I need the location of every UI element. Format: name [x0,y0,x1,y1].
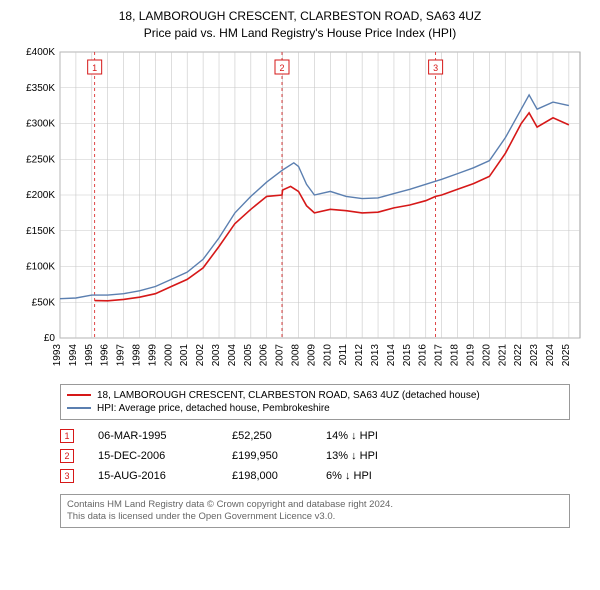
svg-text:2012: 2012 [354,343,365,366]
event-price: £199,950 [232,450,302,462]
svg-text:2019: 2019 [465,343,476,366]
event-marker: 2 [60,449,74,463]
event-row: 2 15-DEC-2006 £199,950 13% ↓ HPI [60,446,570,466]
svg-text:2001: 2001 [179,343,190,366]
svg-text:1993: 1993 [52,343,63,366]
event-delta: 6% ↓ HPI [326,470,372,482]
svg-text:£50K: £50K [32,297,56,308]
svg-text:2006: 2006 [259,343,270,366]
event-marker: 1 [60,429,74,443]
event-row: 1 06-MAR-1995 £52,250 14% ↓ HPI [60,426,570,446]
legend-row: 18, LAMBOROUGH CRESCENT, CLARBESTON ROAD… [67,389,563,402]
svg-text:2002: 2002 [195,343,206,366]
svg-text:£100K: £100K [26,261,55,272]
title-subtitle: Price paid vs. HM Land Registry's House … [10,25,590,42]
legend-label: 18, LAMBOROUGH CRESCENT, CLARBESTON ROAD… [97,390,480,401]
svg-text:3: 3 [433,63,438,73]
line-chart-svg: £0 £50K £100K £150K £200K £250K £300K £350K £400… [10,48,590,378]
legend-box: 18, LAMBOROUGH CRESCENT, CLARBESTON ROAD… [60,384,570,420]
svg-text:2016: 2016 [418,343,429,366]
svg-text:2017: 2017 [434,343,445,366]
svg-text:2008: 2008 [291,343,302,366]
svg-text:£0: £0 [44,333,56,344]
svg-text:2005: 2005 [243,343,254,366]
svg-text:2: 2 [279,63,284,73]
events-table: 1 06-MAR-1995 £52,250 14% ↓ HPI 2 15-DEC-2006… [60,426,570,486]
svg-text:2004: 2004 [227,343,238,366]
svg-text:2025: 2025 [561,343,572,366]
event-delta: 13% ↓ HPI [326,450,378,462]
svg-text:2015: 2015 [402,343,413,366]
svg-text:£250K: £250K [26,154,55,165]
title-address: 18, LAMBOROUGH CRESCENT, CLARBESTON ROAD… [10,8,590,25]
svg-text:2023: 2023 [529,343,540,366]
legend-swatch [67,394,91,396]
svg-text:1999: 1999 [147,343,158,366]
svg-text:2000: 2000 [163,343,174,366]
svg-text:£400K: £400K [26,48,55,58]
svg-text:2021: 2021 [497,343,508,366]
svg-text:1995: 1995 [84,343,95,366]
chart-area: £0 £50K £100K £150K £200K £250K £300K £350K £400… [10,48,590,378]
svg-text:1994: 1994 [68,343,79,366]
footer-line-1: Contains HM Land Registry data © Crown c… [67,499,563,511]
svg-text:£350K: £350K [26,82,55,93]
svg-text:2013: 2013 [370,343,381,366]
legend-row: HPI: Average price, detached house, Pemb… [67,402,563,415]
svg-text:2022: 2022 [513,343,524,366]
legend-swatch [67,407,91,409]
svg-text:2007: 2007 [275,343,286,366]
svg-text:1: 1 [92,63,97,73]
chart-container: 18, LAMBOROUGH CRESCENT, CLARBESTON ROAD… [0,0,600,590]
svg-text:2014: 2014 [386,343,397,366]
svg-text:1997: 1997 [116,343,127,366]
svg-text:£150K: £150K [26,225,55,236]
svg-text:2010: 2010 [322,343,333,366]
svg-text:2020: 2020 [481,343,492,366]
event-price: £52,250 [232,430,302,442]
svg-text:1996: 1996 [100,343,111,366]
event-delta: 14% ↓ HPI [326,430,378,442]
svg-text:2018: 2018 [450,343,461,366]
svg-text:2024: 2024 [545,343,556,366]
svg-text:£300K: £300K [26,118,55,129]
svg-text:2011: 2011 [338,343,349,365]
svg-text:2003: 2003 [211,343,222,366]
event-date: 06-MAR-1995 [98,430,208,442]
legend-label: HPI: Average price, detached house, Pemb… [97,403,330,414]
event-date: 15-DEC-2006 [98,450,208,462]
event-marker: 3 [60,469,74,483]
event-price: £198,000 [232,470,302,482]
svg-text:1998: 1998 [132,343,143,366]
svg-text:£200K: £200K [26,190,55,201]
event-row: 3 15-AUG-2016 £198,000 6% ↓ HPI [60,466,570,486]
footer-line-2: This data is licensed under the Open Gov… [67,511,563,523]
svg-text:2009: 2009 [306,343,317,366]
event-date: 15-AUG-2016 [98,470,208,482]
footer-attribution: Contains HM Land Registry data © Crown c… [60,494,570,529]
